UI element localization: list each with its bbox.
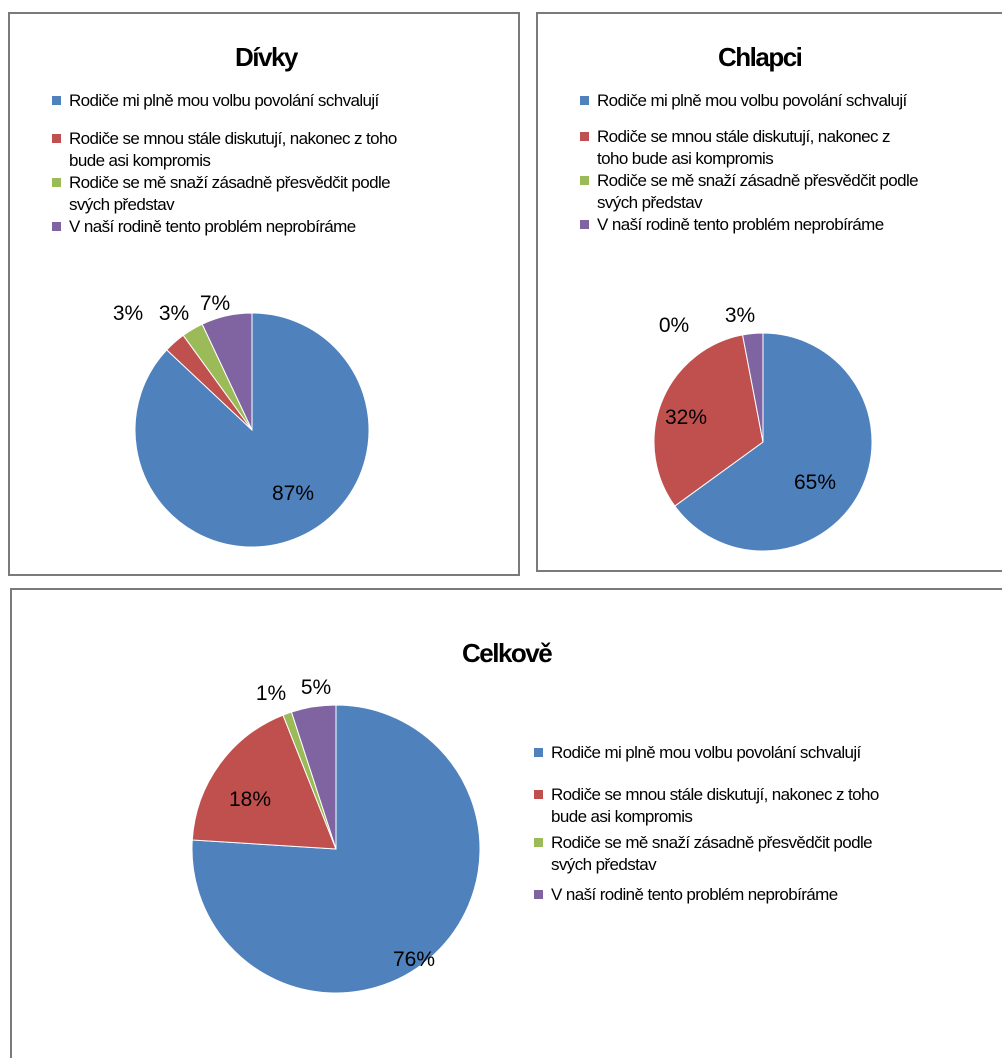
legend-item: Rodiče mi plně mou volbu povolání schval… bbox=[534, 742, 1002, 764]
legend-label: V naší rodině tento problém neprobíráme bbox=[597, 215, 884, 234]
pie-chart: 76% 18% 1% 5% bbox=[191, 676, 481, 994]
pie-slice bbox=[201, 312, 253, 431]
data-label: 7% bbox=[200, 292, 230, 315]
data-label: 5% bbox=[301, 676, 331, 699]
legend-label: Rodiče mi plně mou volbu povolání schval… bbox=[551, 743, 861, 762]
legend-label: Rodiče se mě snaží zásadně přesvědčit po… bbox=[69, 173, 391, 192]
data-label: 76% bbox=[393, 948, 435, 971]
legend-swatch bbox=[52, 96, 61, 105]
legend-label: V naší rodině tento problém neprobíráme bbox=[69, 217, 356, 236]
pie-slice bbox=[191, 714, 337, 850]
legend-item: Rodiče se mě snaží zásadně přesvědčit po… bbox=[580, 170, 1002, 214]
legend-swatch bbox=[580, 220, 589, 229]
legend-label: bude asi kompromis bbox=[551, 807, 693, 826]
legend-swatch bbox=[580, 132, 589, 141]
data-label: 18% bbox=[229, 788, 271, 811]
legend-label: Rodiče se mnou stále diskutují, nakonec … bbox=[551, 785, 879, 804]
legend-swatch bbox=[580, 176, 589, 185]
legend-label: toho bude asi kompromis bbox=[597, 149, 774, 168]
legend-label: svých představ bbox=[69, 195, 175, 214]
pie-slice bbox=[741, 332, 764, 443]
legend-item: V naší rodině tento problém neprobíráme bbox=[52, 216, 522, 238]
chart-panel-celkove: Celkově Rodiče mi plně mou volbu povolán… bbox=[10, 588, 1002, 1058]
legend-label: svých představ bbox=[551, 855, 657, 874]
pie-chart: 65% 32% 0% 3% bbox=[653, 304, 873, 552]
legend-label: Rodiče se mnou stále diskutují, nakonec … bbox=[597, 127, 891, 146]
legend-label: Rodiče se mě snaží zásadně přesvědčit po… bbox=[551, 833, 873, 852]
data-label: 3% bbox=[725, 304, 755, 327]
chart-title: Dívky bbox=[235, 42, 298, 72]
data-label: 32% bbox=[665, 406, 707, 429]
legend-swatch bbox=[52, 178, 61, 187]
legend-label: Rodiče se mnou stále diskutují, nakonec … bbox=[69, 129, 397, 148]
legend-item: V naší rodině tento problém neprobíráme bbox=[534, 884, 1002, 906]
data-label: 1% bbox=[256, 682, 286, 705]
legend-label: bude asi kompromis bbox=[69, 151, 211, 170]
legend-swatch bbox=[534, 890, 543, 899]
data-label: 65% bbox=[794, 471, 836, 494]
chart-title: Celkově bbox=[462, 638, 553, 668]
legend-swatch bbox=[580, 96, 589, 105]
legend-label: Rodiče mi plně mou volbu povolání schval… bbox=[69, 91, 379, 110]
legend-item: Rodiče se mnou stále diskutují, nakonec … bbox=[52, 128, 522, 172]
legend-label: Rodiče mi plně mou volbu povolání schval… bbox=[597, 91, 907, 110]
legend-swatch bbox=[534, 838, 543, 847]
legend-label: svých představ bbox=[597, 193, 703, 212]
pie-slice bbox=[653, 334, 764, 507]
data-label: 3% bbox=[159, 302, 189, 325]
legend-label: V naší rodině tento problém neprobíráme bbox=[551, 885, 838, 904]
pie-slice bbox=[191, 704, 481, 994]
legend-item: Rodiče se mě snaží zásadně přesvědčit po… bbox=[534, 832, 1002, 876]
chart-panel-chlapci: Chlapci Rodiče mi plně mou volbu povolán… bbox=[536, 12, 1002, 572]
legend-item: Rodiče se mnou stále diskutují, nakonec … bbox=[580, 126, 1002, 170]
data-label: 0% bbox=[659, 314, 689, 337]
chart-legend: Rodiče mi plně mou volbu povolání schval… bbox=[52, 90, 522, 238]
legend-item: V naší rodině tento problém neprobíráme bbox=[580, 214, 1002, 236]
legend-swatch bbox=[534, 748, 543, 757]
data-label: 3% bbox=[113, 302, 143, 325]
legend-item: Rodiče mi plně mou volbu povolání schval… bbox=[580, 90, 1002, 112]
chart-title: Chlapci bbox=[718, 42, 803, 72]
legend-swatch bbox=[52, 222, 61, 231]
data-label: 87% bbox=[272, 482, 314, 505]
pie-slice bbox=[290, 704, 337, 850]
pie-chart: 87% 3% 3% 7% bbox=[113, 292, 370, 548]
legend-item: Rodiče mi plně mou volbu povolání schval… bbox=[52, 90, 522, 112]
legend-label: Rodiče se mě snaží zásadně přesvědčit po… bbox=[597, 171, 919, 190]
legend-item: Rodiče se mnou stále diskutují, nakonec … bbox=[534, 784, 1002, 828]
chart-panel-divky: Dívky Rodiče mi plně mou volbu povolání … bbox=[8, 12, 520, 576]
chart-legend: Rodiče mi plně mou volbu povolání schval… bbox=[580, 90, 1002, 236]
legend-item: Rodiče se mě snaží zásadně přesvědčit po… bbox=[52, 172, 522, 216]
legend-swatch bbox=[534, 790, 543, 799]
chart-legend: Rodiče mi plně mou volbu povolání schval… bbox=[534, 742, 1002, 906]
legend-swatch bbox=[52, 134, 61, 143]
pie-slice bbox=[674, 332, 873, 552]
